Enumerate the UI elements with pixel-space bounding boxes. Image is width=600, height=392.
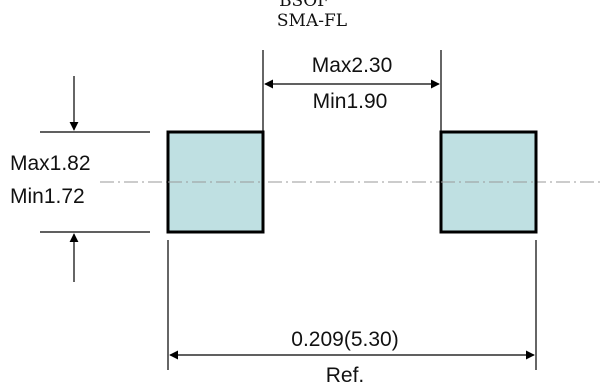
gap-min-label: Min1.90 bbox=[313, 90, 388, 113]
height-max-label: Max1.82 bbox=[10, 152, 91, 175]
cut-off-heading: BSOF bbox=[279, 0, 329, 11]
height-min-label: Min1.72 bbox=[10, 185, 85, 208]
span-value-label: 0.209(5.30) bbox=[291, 328, 398, 351]
gap-max-label: Max2.30 bbox=[312, 54, 393, 77]
package-title: SMA-FL bbox=[277, 11, 347, 31]
span-ref-label: Ref. bbox=[326, 364, 365, 387]
